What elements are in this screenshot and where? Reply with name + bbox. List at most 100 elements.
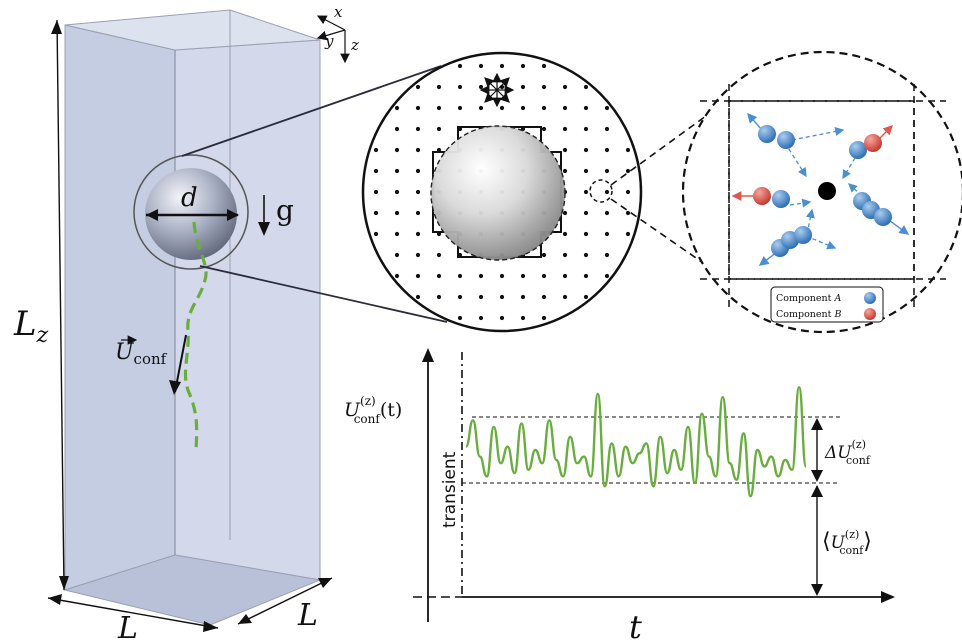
lattice-node: [394, 168, 400, 174]
gravity-indicator: g: [258, 194, 294, 236]
lattice-node: [415, 294, 421, 300]
lattice-node: [373, 168, 379, 174]
lattice-node: [541, 252, 547, 258]
lattice-node: [415, 147, 421, 153]
lattice-cell: [728, 100, 915, 280]
zoom-line-bottom: [199, 265, 448, 323]
lattice-node: [583, 126, 589, 132]
lattice-node: [541, 126, 547, 132]
lattice-node: [415, 84, 421, 90]
axes-triad: x y z: [316, 3, 359, 64]
lattice-node: [457, 273, 463, 279]
molecule-1: [758, 125, 795, 149]
lattice-node: [520, 63, 526, 69]
lattice-node: [478, 84, 484, 90]
gravity-label: g: [276, 194, 294, 227]
lattice-node: [415, 126, 421, 132]
axis-y-label: y: [324, 32, 334, 50]
lattice-node: [625, 189, 631, 195]
lattice-node: [499, 315, 505, 321]
lattice-node: [478, 105, 484, 111]
lattice-node: [478, 63, 484, 69]
lattice-node: [520, 84, 526, 90]
height-dimension: Lz: [13, 19, 69, 591]
lattice-node: [415, 105, 421, 111]
lattice-node: [583, 189, 589, 195]
legend-swatch-b: [864, 308, 876, 320]
lattice-node: [562, 231, 568, 237]
box-left-face: [64, 24, 176, 591]
molecule-4: [853, 192, 892, 226]
lattice-node: [457, 105, 463, 111]
velocity-label: Uconf: [115, 340, 168, 368]
lattice-node: [520, 294, 526, 300]
width-dimension-right: L: [237, 577, 333, 633]
lattice-node: [562, 273, 568, 279]
lattice-node: [562, 126, 568, 132]
lattice-node: [583, 105, 589, 111]
lattice-node: [394, 252, 400, 258]
lattice-node: [520, 273, 526, 279]
molecule-5: [771, 226, 812, 257]
lattice-node: [562, 252, 568, 258]
zoom-line-top: [181, 65, 442, 157]
resolved-particle: [431, 126, 565, 260]
lattice-node: [394, 147, 400, 153]
mean-label: ⟨U(z) conf⟩: [822, 528, 872, 557]
lattice-node: [583, 231, 589, 237]
lattice-node: [499, 273, 505, 279]
lattice-node: [457, 315, 463, 321]
lattice-node: [604, 168, 610, 174]
width-label-bottom: L: [117, 611, 138, 641]
lattice-node: [478, 273, 484, 279]
lattice-node: [541, 273, 547, 279]
lattice-node: [625, 168, 631, 174]
lattice-node: [562, 147, 568, 153]
lattice-node: [436, 252, 442, 258]
box-right-face: [174, 39, 321, 581]
axis-z-label: z: [350, 36, 359, 54]
height-label: Lz: [13, 304, 49, 348]
lattice-node: [436, 294, 442, 300]
lattice-node: [520, 105, 526, 111]
legend-label-a: Component A: [776, 293, 842, 304]
particle: d: [133, 154, 249, 270]
delta-label: ΔU(z) conf: [824, 438, 871, 467]
lattice-node: [625, 210, 631, 216]
lattice-node: [373, 189, 379, 195]
lattice-node: [541, 105, 547, 111]
lattice-node: [583, 294, 589, 300]
lattice-node: [541, 63, 547, 69]
lattice-node: [625, 231, 631, 237]
width-label-right: L: [297, 598, 318, 633]
lattice-node: [415, 231, 421, 237]
lattice-node: [415, 252, 421, 258]
lattice-node: [604, 231, 610, 237]
lattice-node: [520, 315, 526, 321]
lattice-node: [625, 147, 631, 153]
lattice-node: [562, 105, 568, 111]
width-dimension-bottom: L: [47, 594, 219, 641]
node-highlight: [589, 179, 613, 203]
lattice-node: [583, 210, 589, 216]
lattice-node: [394, 210, 400, 216]
chart-xlabel: t: [629, 608, 642, 641]
lattice-node: [604, 210, 610, 216]
lattice-node: [583, 84, 589, 90]
lattice-node: [373, 147, 379, 153]
lattice-node: [457, 63, 463, 69]
lattice-node: [604, 273, 610, 279]
lattice-node: [604, 252, 610, 258]
lattice-node: [604, 147, 610, 153]
lattice-node: [415, 210, 421, 216]
transient-label: transient: [440, 451, 460, 528]
particle-outline: [430, 125, 566, 261]
legend-swatch-a: [864, 292, 876, 304]
lattice-node: [499, 105, 505, 111]
lattice-node: [436, 105, 442, 111]
mean-dimension: ⟨U(z) conf⟩: [811, 485, 872, 596]
lattice-node: [478, 294, 484, 300]
lattice-node: [415, 168, 421, 174]
lattice-node: [436, 84, 442, 90]
lattice-node: [457, 294, 463, 300]
